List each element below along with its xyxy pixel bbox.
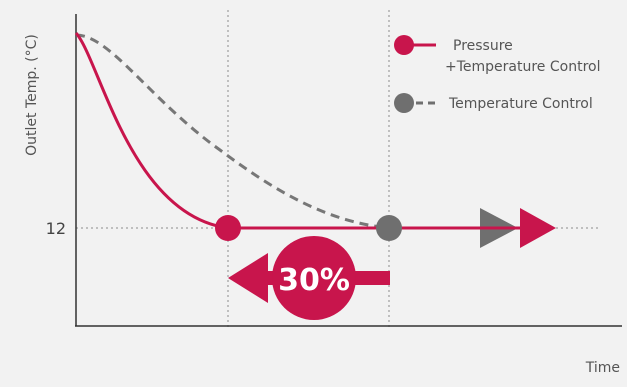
- improvement-arrow-head: [228, 253, 268, 303]
- pressure-temperature-control-arrowhead: [520, 208, 556, 248]
- legend-temperature-label: Temperature Control: [448, 96, 593, 112]
- legend-pressure-label-line1: Pressure: [453, 38, 513, 54]
- x-axis-label: Time: [585, 360, 620, 376]
- y-tick-label-12: 12: [46, 219, 66, 238]
- improvement-badge: [272, 236, 356, 320]
- y-axis-label: Outlet Temp. (°C): [24, 34, 40, 156]
- temperature-control-marker: [376, 215, 402, 241]
- pressure-temperature-control-marker: [215, 215, 241, 241]
- temperature-control-curve: [75, 33, 390, 230]
- legend: Pressure +Temperature Control Temperatur…: [394, 35, 600, 113]
- legend-pressure-label-line2: +Temperature Control: [445, 59, 600, 75]
- pressure-temperature-control-curve: [74, 32, 229, 230]
- improvement-label: 30%: [278, 263, 350, 298]
